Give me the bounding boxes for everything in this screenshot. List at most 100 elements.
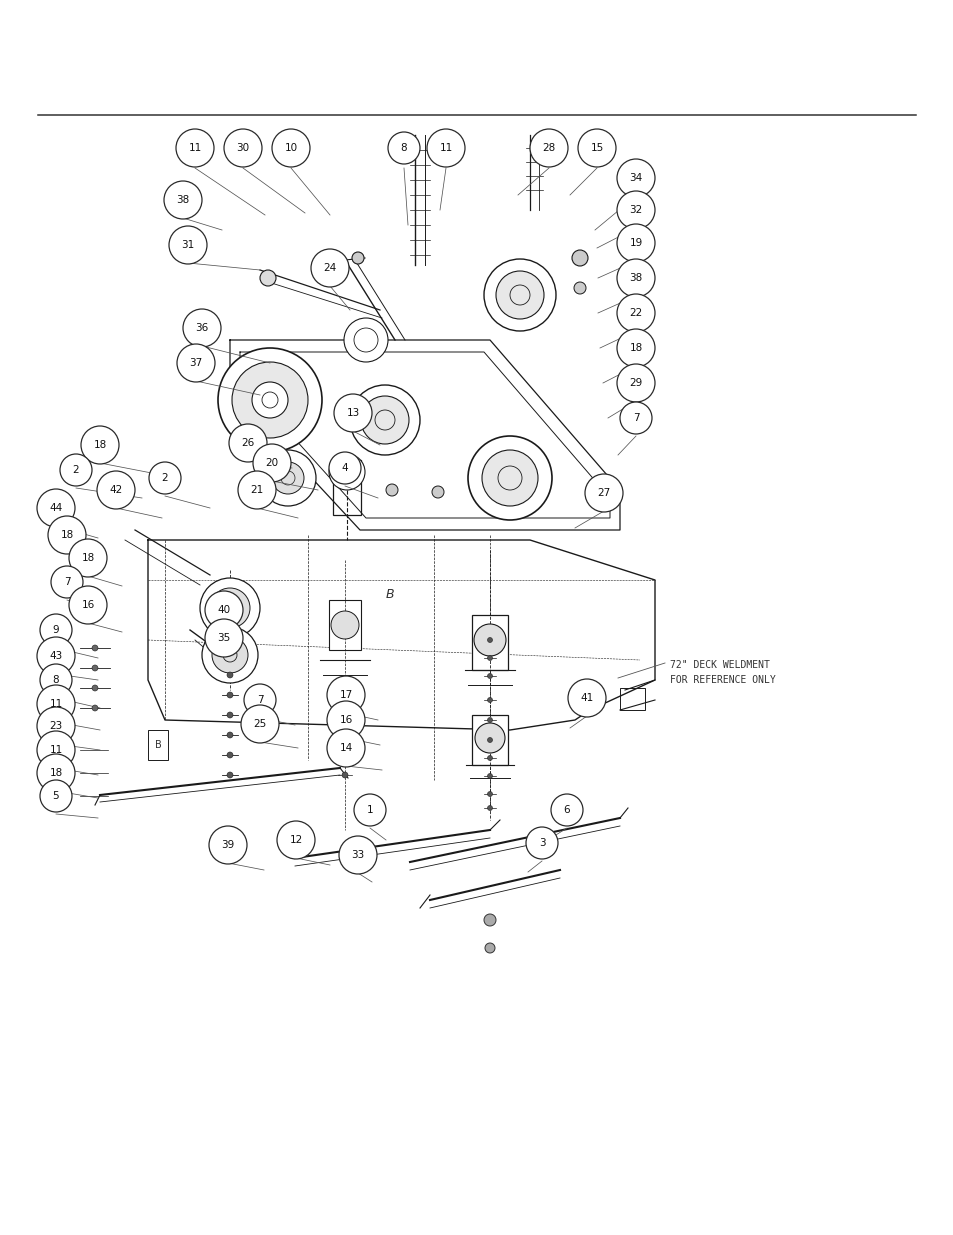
Circle shape: [388, 132, 419, 164]
Circle shape: [334, 394, 372, 432]
Bar: [619, 688, 644, 710]
Text: 35: 35: [217, 634, 231, 643]
Circle shape: [427, 128, 464, 167]
Circle shape: [329, 452, 360, 484]
Circle shape: [481, 450, 537, 506]
Text: 16: 16: [339, 715, 353, 725]
Circle shape: [91, 685, 98, 692]
Circle shape: [551, 794, 582, 826]
Circle shape: [81, 426, 119, 464]
Circle shape: [574, 282, 585, 294]
Circle shape: [483, 914, 496, 926]
Text: 43: 43: [50, 651, 63, 661]
Circle shape: [341, 732, 348, 739]
Text: 18: 18: [50, 768, 63, 778]
Circle shape: [483, 259, 556, 331]
Bar: [329, 600, 360, 650]
Circle shape: [487, 805, 492, 810]
Text: 31: 31: [181, 240, 194, 249]
Circle shape: [272, 462, 304, 494]
Text: B: B: [154, 740, 161, 750]
Text: 36: 36: [195, 324, 209, 333]
Text: 27: 27: [597, 488, 610, 498]
Text: 7: 7: [64, 577, 71, 587]
Circle shape: [327, 701, 365, 739]
Text: 5: 5: [52, 790, 59, 802]
Text: 21: 21: [250, 485, 263, 495]
Circle shape: [617, 294, 655, 332]
Circle shape: [227, 752, 233, 758]
Circle shape: [40, 614, 71, 646]
Circle shape: [205, 592, 243, 629]
Circle shape: [252, 382, 288, 417]
Circle shape: [487, 756, 492, 761]
Circle shape: [344, 317, 388, 362]
Text: 11: 11: [50, 699, 63, 709]
Circle shape: [149, 462, 181, 494]
Text: 39: 39: [221, 840, 234, 850]
Circle shape: [352, 252, 364, 264]
Text: 8: 8: [400, 143, 407, 153]
Circle shape: [341, 713, 348, 718]
Text: 7: 7: [256, 695, 263, 705]
Circle shape: [202, 627, 257, 683]
Circle shape: [227, 713, 233, 718]
Circle shape: [331, 611, 358, 638]
Text: 23: 23: [50, 721, 63, 731]
Circle shape: [487, 792, 492, 797]
Circle shape: [60, 454, 91, 487]
Circle shape: [350, 385, 419, 454]
Text: 6: 6: [563, 805, 570, 815]
Text: 26: 26: [241, 438, 254, 448]
Circle shape: [37, 731, 75, 769]
Circle shape: [487, 773, 492, 778]
Text: 33: 33: [351, 850, 364, 860]
Text: 11: 11: [188, 143, 201, 153]
Text: 14: 14: [339, 743, 353, 753]
Circle shape: [37, 637, 75, 676]
Circle shape: [617, 259, 655, 296]
Circle shape: [432, 487, 443, 498]
Circle shape: [360, 396, 409, 445]
Text: 41: 41: [579, 693, 593, 703]
Circle shape: [40, 781, 71, 811]
Text: 9: 9: [52, 625, 59, 635]
Text: 17: 17: [339, 690, 353, 700]
Circle shape: [40, 664, 71, 697]
Circle shape: [205, 619, 243, 657]
Circle shape: [183, 309, 221, 347]
Circle shape: [218, 348, 322, 452]
Circle shape: [617, 364, 655, 403]
Text: 32: 32: [629, 205, 642, 215]
Text: 25: 25: [253, 719, 266, 729]
Circle shape: [169, 226, 207, 264]
Text: 20: 20: [265, 458, 278, 468]
Circle shape: [91, 664, 98, 671]
Bar: [472, 615, 507, 671]
Text: 44: 44: [50, 503, 63, 513]
Text: 3: 3: [538, 839, 545, 848]
Text: 18: 18: [629, 343, 642, 353]
Circle shape: [572, 249, 587, 266]
Circle shape: [474, 624, 505, 656]
Circle shape: [229, 424, 267, 462]
Text: 29: 29: [629, 378, 642, 388]
Circle shape: [468, 436, 552, 520]
Circle shape: [386, 484, 397, 496]
Circle shape: [354, 794, 386, 826]
Circle shape: [224, 128, 262, 167]
Circle shape: [37, 755, 75, 792]
Text: 30: 30: [236, 143, 250, 153]
Circle shape: [578, 128, 616, 167]
Circle shape: [617, 159, 655, 198]
Circle shape: [37, 489, 75, 527]
Circle shape: [567, 679, 605, 718]
Text: 38: 38: [176, 195, 190, 205]
Circle shape: [329, 454, 365, 490]
Text: 12: 12: [289, 835, 302, 845]
Text: 8: 8: [52, 676, 59, 685]
Text: 7: 7: [632, 412, 639, 424]
Circle shape: [617, 329, 655, 367]
Circle shape: [48, 516, 86, 555]
Text: 72" DECK WELDMENT
FOR REFERENCE ONLY: 72" DECK WELDMENT FOR REFERENCE ONLY: [669, 659, 775, 684]
